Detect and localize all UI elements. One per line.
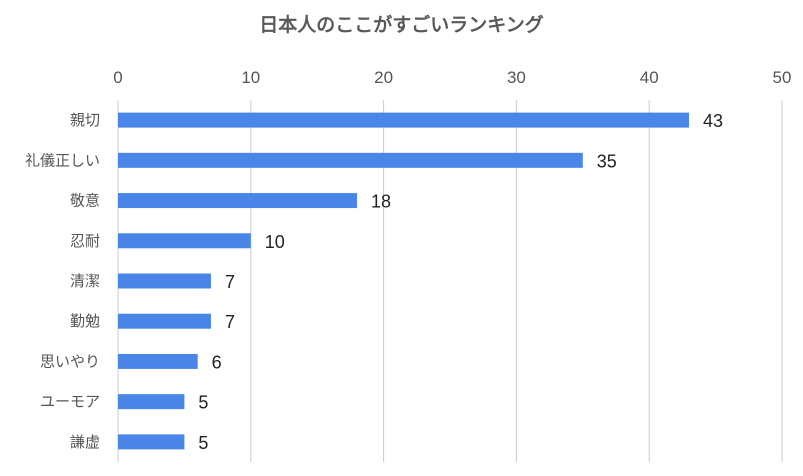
- category-label: 敬意: [70, 192, 100, 210]
- data-label: 35: [597, 151, 617, 171]
- data-label: 5: [198, 393, 208, 413]
- data-label: 7: [225, 272, 235, 292]
- bar: [118, 394, 185, 410]
- bar: [118, 152, 583, 168]
- x-tick-label: 0: [113, 68, 122, 87]
- x-tick-label: 40: [640, 68, 659, 87]
- bar: [118, 273, 211, 289]
- bar: [118, 233, 251, 249]
- x-tick-label: 10: [241, 68, 260, 87]
- category-label: ユーモア: [40, 393, 100, 411]
- category-label: 忍耐: [70, 232, 100, 250]
- data-label: 5: [198, 433, 208, 453]
- category-label: 思いやり: [40, 352, 100, 370]
- x-tick-label: 30: [507, 68, 526, 87]
- data-label: 7: [225, 312, 235, 332]
- chart-title: 日本人のここがすごいランキング: [259, 14, 544, 36]
- data-label: 6: [212, 352, 222, 372]
- x-tick-label: 20: [374, 68, 393, 87]
- bar: [118, 112, 690, 128]
- x-tick-label: 50: [773, 68, 792, 87]
- bar: [118, 434, 185, 450]
- bar: [118, 193, 358, 209]
- category-label: 親切: [70, 111, 100, 129]
- data-label: 18: [371, 192, 391, 212]
- category-label: 清潔: [70, 272, 100, 290]
- data-label: 43: [703, 111, 723, 131]
- bar: [118, 353, 198, 369]
- bar: [118, 313, 211, 329]
- data-label: 10: [265, 232, 285, 252]
- category-label: 礼儀正しい: [25, 151, 100, 169]
- category-label: 謙虚: [70, 433, 100, 451]
- category-label: 勤勉: [70, 312, 100, 330]
